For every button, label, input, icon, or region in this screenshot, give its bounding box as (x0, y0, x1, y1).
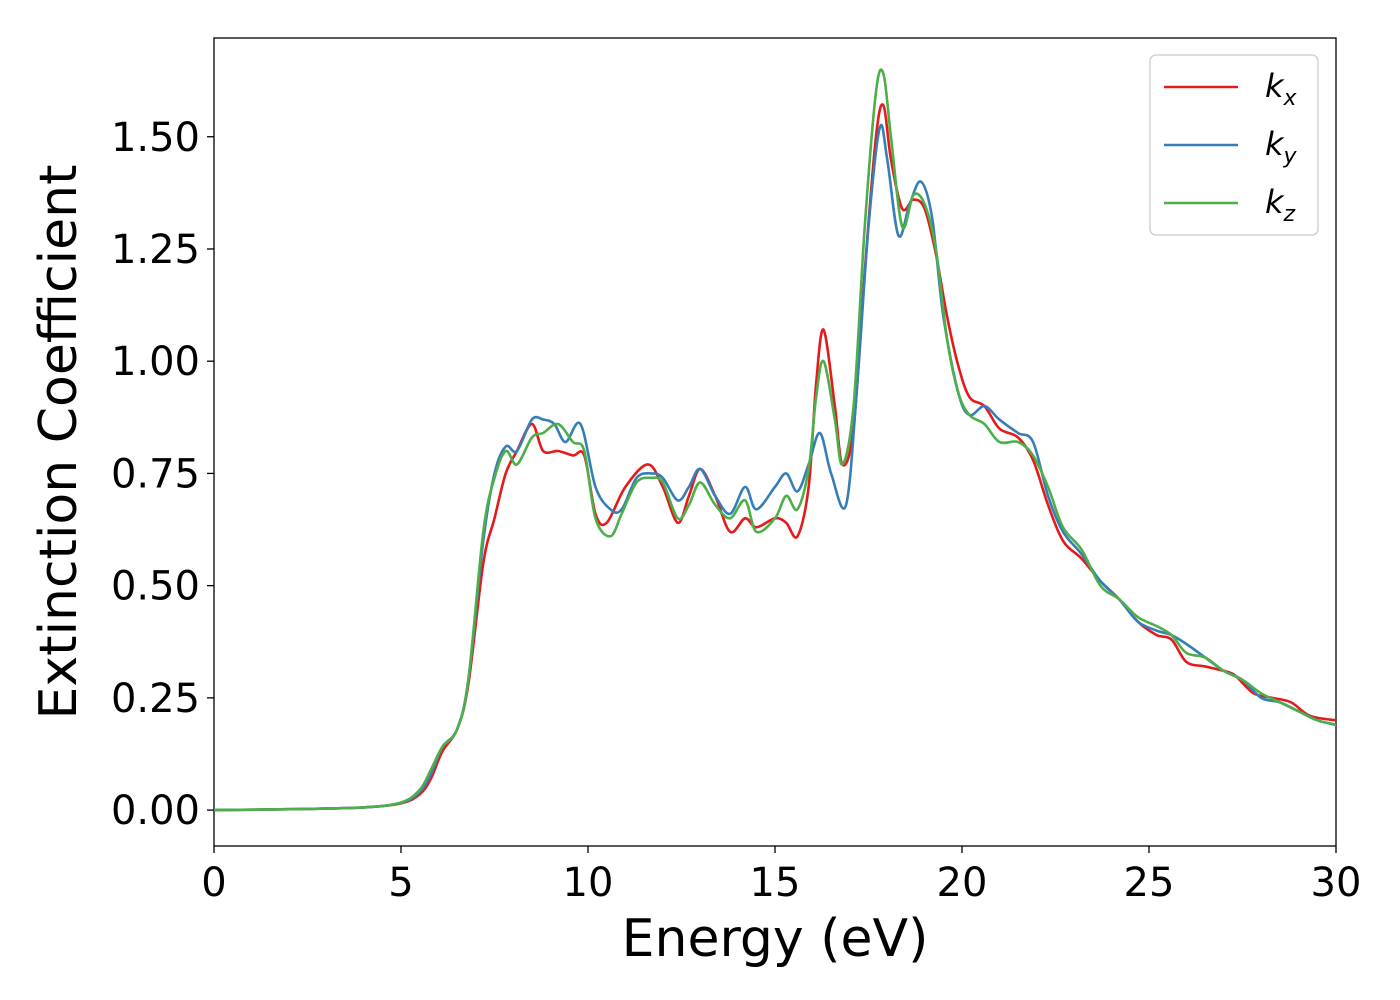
x-axis-title: Energy (eV) (622, 909, 929, 969)
y-tick-label: 0.00 (111, 788, 200, 834)
x-tick-label: 25 (1124, 860, 1175, 906)
x-tick-label: 15 (750, 860, 801, 906)
y-axis-title: Extinction Coefficient (29, 165, 89, 720)
x-axis-ticks: 0 5 10 15 20 25 30 (201, 846, 1361, 906)
x-tick-label: 0 (201, 860, 226, 906)
y-tick-label: 1.50 (111, 115, 200, 161)
legend-label-x: kx (1265, 67, 1298, 111)
y-tick-label: 0.50 (111, 564, 200, 610)
y-tick-label: 0.25 (111, 676, 200, 722)
x-tick-label: 5 (388, 860, 413, 906)
x-tick-label: 10 (563, 860, 614, 906)
x-tick-label: 20 (937, 860, 988, 906)
y-tick-label: 1.25 (111, 227, 200, 273)
y-tick-label: 1.00 (111, 339, 200, 385)
y-tick-label: 0.75 (111, 451, 200, 497)
legend: kx ky kz (1149, 54, 1319, 236)
series-lines (214, 68, 1336, 812)
series-line-z (214, 68, 1336, 812)
legend-label-z: kz (1265, 183, 1296, 227)
legend-label-y: ky (1265, 125, 1298, 169)
y-axis-ticks: 0.00 0.25 0.50 0.75 1.00 1.25 1.50 (111, 115, 214, 834)
x-tick-label: 30 (1311, 860, 1362, 906)
